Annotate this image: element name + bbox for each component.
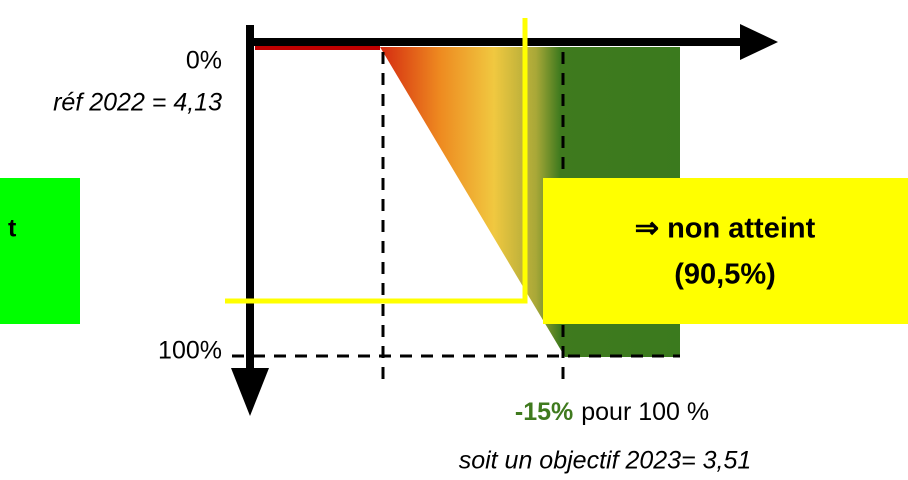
yellow-marker [225,18,528,304]
status-line1: ⇒ non atteint [635,213,816,245]
status-box [543,178,908,324]
target-pct: -15% [515,398,573,426]
bottom-label: 100% [158,337,222,365]
x-arrow [740,24,778,60]
objective: soit un objectif 2023= 3,51 [459,447,752,475]
status-line2: (90,5%) [674,259,776,291]
y-arrow [231,368,269,416]
reference: réf 2022 = 4,13 [53,89,222,117]
left-box-text: t [8,215,17,243]
target-text: pour 100 % [581,398,709,426]
top-label: 0% [186,47,222,75]
left-box [0,178,80,324]
target: -15% pour 100 % [515,398,709,426]
dashed-guides [232,52,680,380]
